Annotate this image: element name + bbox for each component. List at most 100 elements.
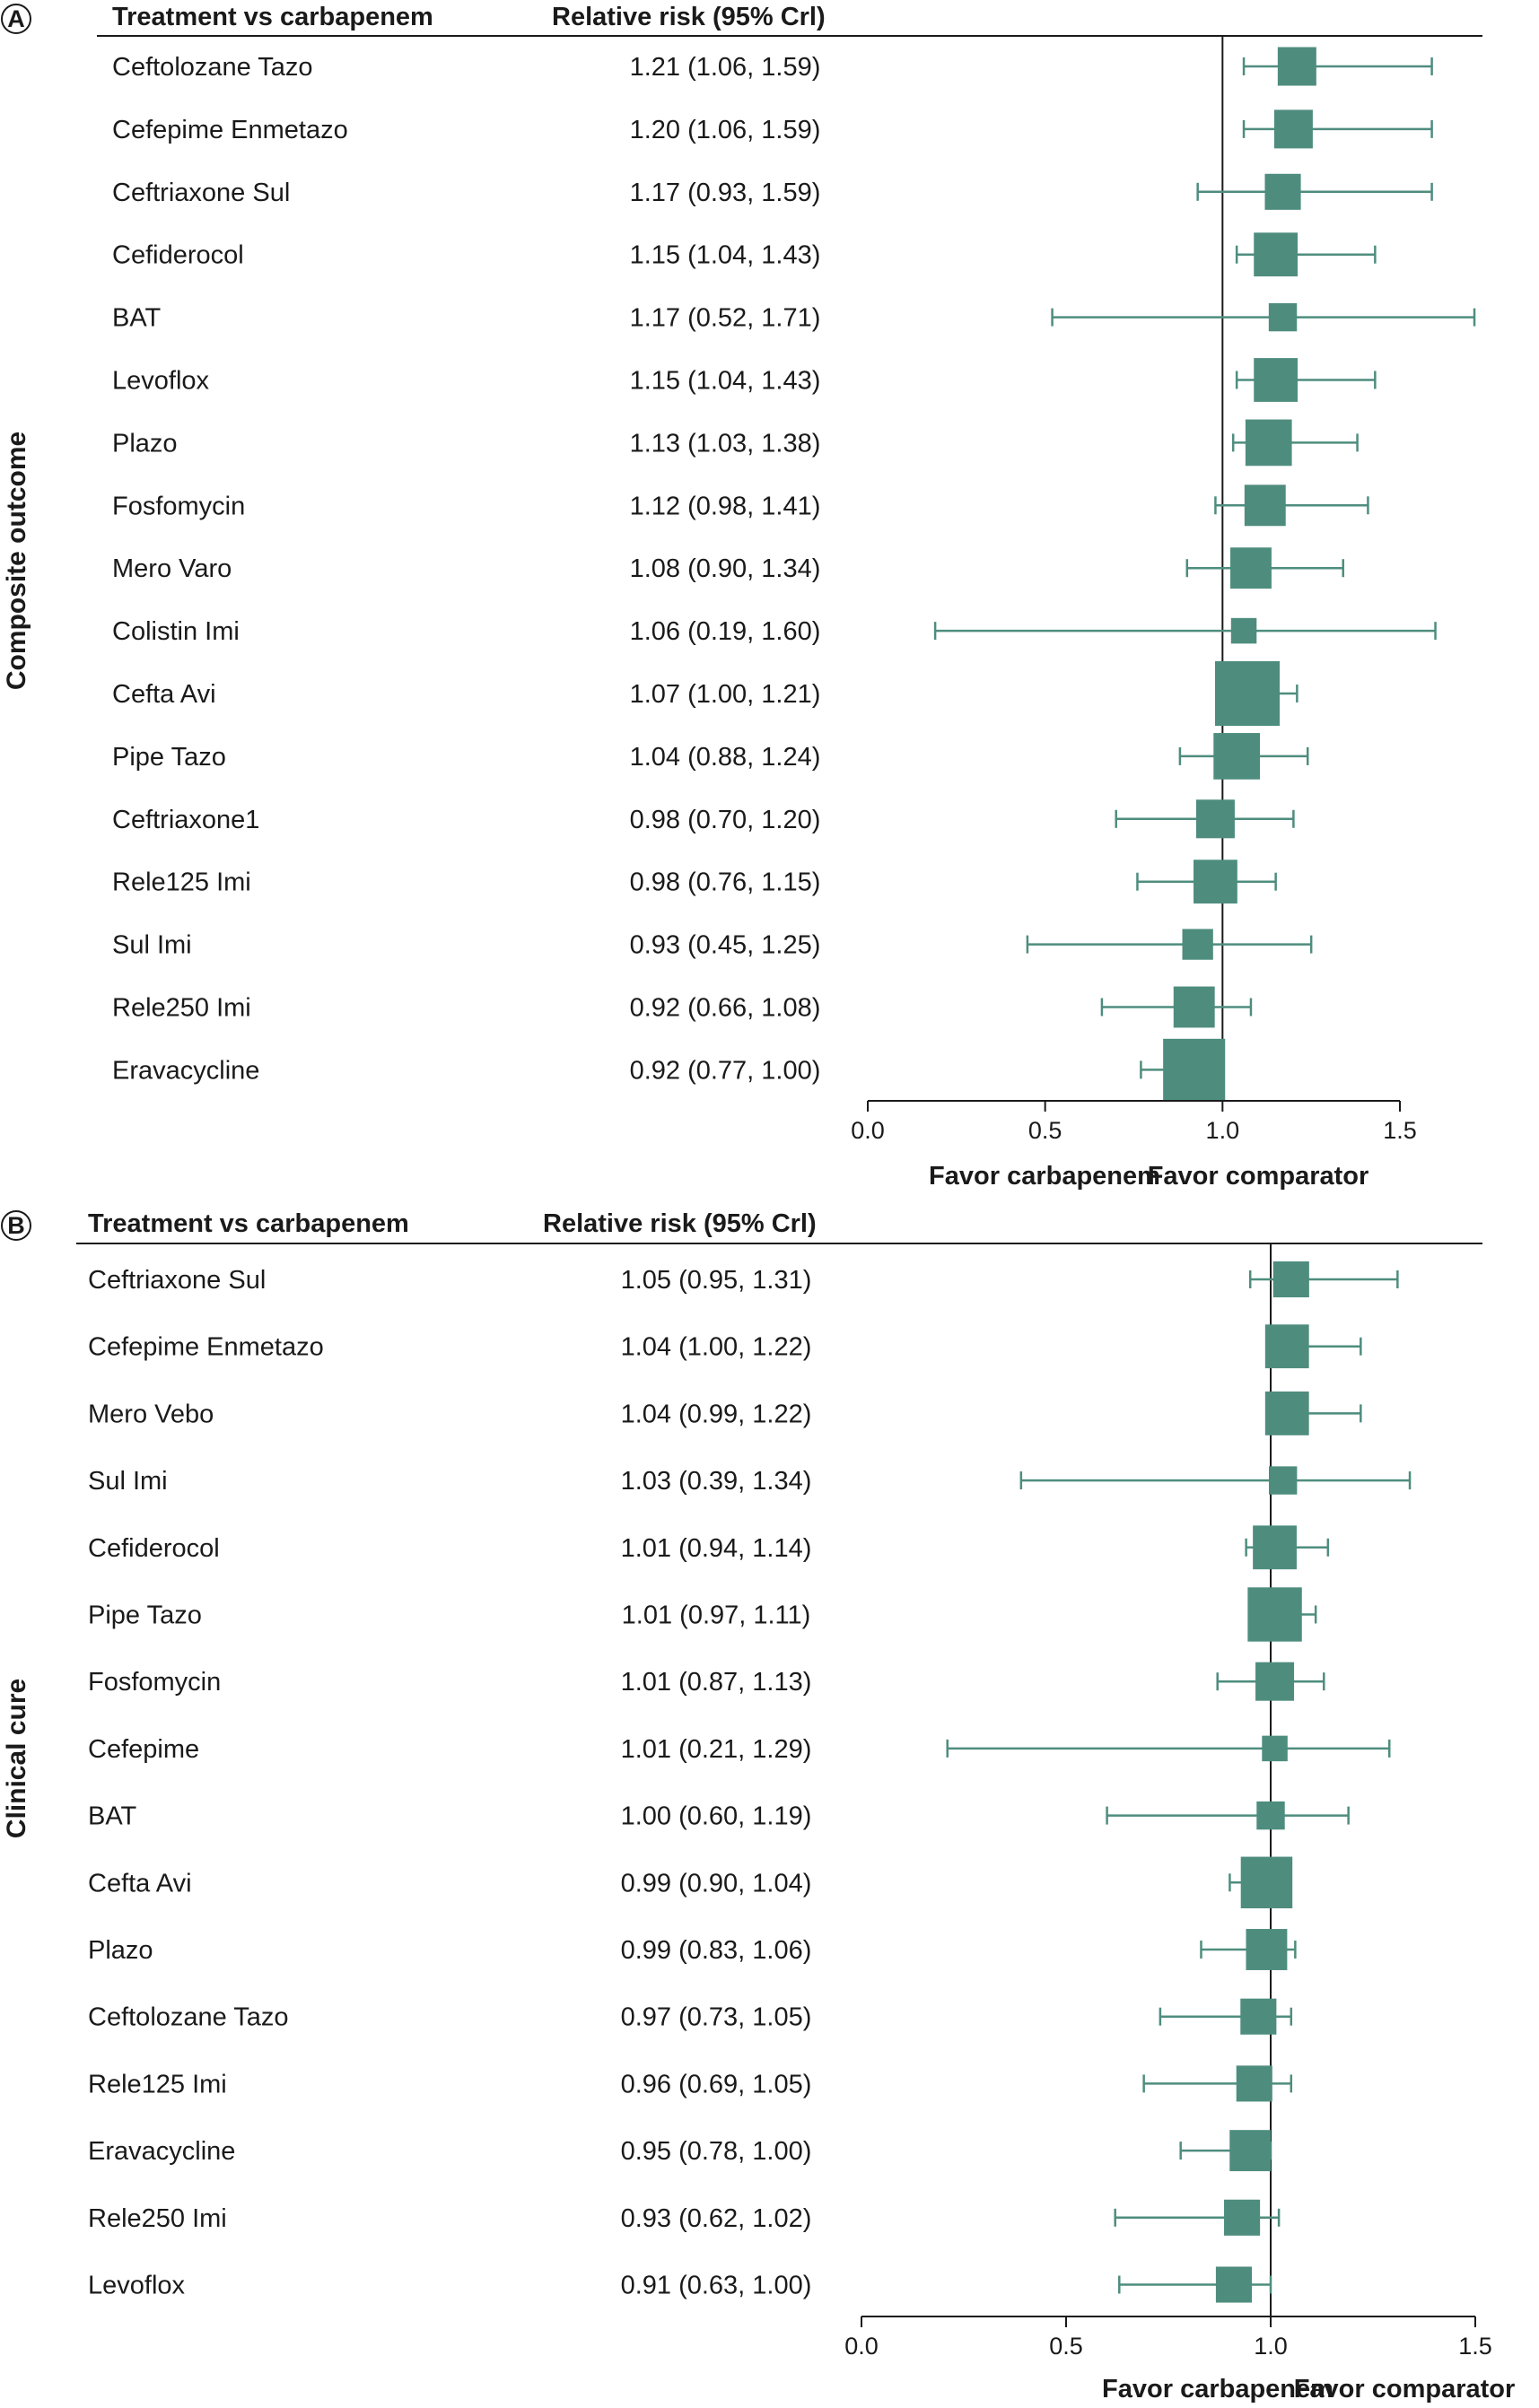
point-estimate-marker — [1163, 1038, 1226, 1101]
forest-plot-a-svg: A Treatment vs carbapenem Relative risk (9… — [1, 3, 1482, 1191]
row-treatment-name: Cefta Avi — [88, 1869, 192, 1898]
favor-right-label: Favor comparator — [1294, 2375, 1516, 2404]
row-treatment-name: Pipe Tazo — [88, 1601, 202, 1630]
point-estimate-marker — [1264, 1324, 1309, 1369]
point-estimate-marker — [1224, 2199, 1261, 2236]
panel-letter-circle — [1, 1210, 31, 1241]
row-treatment-name: Ceftolozane Tazo — [112, 53, 313, 82]
x-tick-label: 1.5 — [1383, 1117, 1417, 1144]
point-estimate-marker — [1262, 1735, 1288, 1762]
row-treatment-name: Eravacycline — [88, 2137, 235, 2166]
row-treatment-name: Sul Imi — [112, 931, 192, 960]
point-estimate-marker — [1246, 1929, 1288, 1970]
row-treatment-name: Cefepime — [88, 1735, 199, 1764]
header-treatment: Treatment vs carbapenem — [112, 3, 433, 31]
row-treatment-name: Cefepime Enmetazo — [112, 116, 348, 144]
row-estimate-label: 1.03 (0.39, 1.34) — [621, 1467, 812, 1496]
point-estimate-marker — [1230, 617, 1257, 644]
row-treatment-name: Plazo — [112, 429, 178, 458]
row-estimate-label: 1.01 (0.97, 1.11) — [622, 1601, 811, 1630]
row-estimate-label: 1.04 (0.88, 1.24) — [630, 743, 821, 772]
panel-letter: A — [7, 5, 25, 32]
row-estimate-label: 1.13 (1.03, 1.38) — [630, 429, 821, 458]
point-estimate-marker — [1240, 1856, 1293, 1909]
outcome-label: Composite outcome — [2, 432, 31, 690]
row-estimate-label: 1.05 (0.95, 1.31) — [621, 1266, 812, 1295]
row-treatment-name: Eravacycline — [112, 1056, 259, 1085]
row-estimate-label: 0.92 (0.77, 1.00) — [630, 1056, 821, 1085]
x-tick-label: 1.0 — [1254, 2333, 1288, 2360]
point-estimate-marker — [1268, 302, 1298, 332]
point-estimate-marker — [1195, 799, 1235, 839]
row-estimate-label: 1.17 (0.52, 1.71) — [630, 304, 821, 333]
row-estimate-label: 1.17 (0.93, 1.59) — [630, 179, 821, 207]
row-estimate-label: 0.92 (0.66, 1.08) — [630, 994, 821, 1023]
favor-left-label: Favor carbapenem — [1102, 2375, 1334, 2404]
row-treatment-name: BAT — [112, 304, 162, 333]
row-estimate-label: 0.91 (0.63, 1.00) — [621, 2272, 812, 2300]
point-estimate-marker — [1213, 733, 1260, 780]
point-estimate-marker — [1254, 232, 1299, 277]
header-estimate: Relative risk (95% Crl) — [552, 3, 826, 31]
row-estimate-label: 0.95 (0.78, 1.00) — [621, 2137, 812, 2166]
header-estimate: Relative risk (95% Crl) — [543, 1209, 817, 1238]
row-treatment-name: Ceftriaxone Sul — [88, 1266, 266, 1295]
row-estimate-label: 0.99 (0.83, 1.06) — [621, 1936, 812, 1965]
row-treatment-name: Fosfomycin — [112, 492, 245, 520]
forest-plot-clinical-cure: B Treatment vs carbapenem Relative risk (9… — [0, 1202, 1539, 2408]
row-estimate-label: 1.21 (1.06, 1.59) — [630, 53, 821, 82]
point-estimate-marker — [1264, 173, 1301, 210]
point-estimate-marker — [1256, 1801, 1285, 1830]
forest-plot-composite-outcome: A Treatment vs carbapenem Relative risk (9… — [0, 0, 1539, 1202]
row-estimate-label: 1.15 (1.04, 1.43) — [630, 241, 821, 270]
row-estimate-label: 1.20 (1.06, 1.59) — [630, 116, 821, 144]
favor-left-label: Favor carbapenem — [929, 1162, 1160, 1191]
x-tick-label: 0.0 — [851, 1117, 885, 1144]
point-estimate-marker — [1264, 1392, 1309, 1435]
row-treatment-name: Plazo — [88, 1936, 153, 1965]
point-estimate-marker — [1268, 1466, 1298, 1495]
point-estimate-marker — [1236, 2065, 1272, 2102]
row-estimate-label: 0.99 (0.90, 1.04) — [621, 1869, 812, 1898]
row-treatment-name: BAT — [88, 1802, 137, 1831]
point-estimate-marker — [1247, 1587, 1302, 1642]
row-treatment-name: Mero Vebo — [88, 1400, 214, 1428]
outcome-label: Clinical cure — [2, 1679, 31, 1838]
row-estimate-label: 0.98 (0.76, 1.15) — [630, 868, 821, 897]
point-estimate-marker — [1229, 2130, 1272, 2172]
row-treatment-name: Pipe Tazo — [112, 743, 226, 772]
row-estimate-label: 0.97 (0.73, 1.05) — [621, 2003, 812, 2032]
row-estimate-label: 1.07 (1.00, 1.21) — [630, 680, 821, 709]
row-treatment-name: Sul Imi — [88, 1467, 168, 1496]
point-estimate-marker — [1277, 47, 1316, 86]
x-tick-label: 1.5 — [1458, 2333, 1492, 2360]
panel-letter-circle — [1, 4, 31, 34]
point-estimate-marker — [1230, 547, 1272, 589]
point-estimate-marker — [1273, 109, 1313, 149]
row-treatment-name: Levoflox — [88, 2272, 186, 2300]
row-treatment-name: Ceftolozane Tazo — [88, 2003, 289, 2032]
row-estimate-label: 1.01 (0.94, 1.14) — [621, 1534, 812, 1563]
point-estimate-marker — [1194, 859, 1237, 904]
row-treatment-name: Cefta Avi — [112, 680, 216, 709]
x-tick-label: 1.0 — [1206, 1117, 1240, 1144]
point-estimate-marker — [1173, 986, 1215, 1028]
row-estimate-label: 1.12 (0.98, 1.41) — [630, 492, 821, 520]
row-treatment-name: Rele250 Imi — [88, 2204, 227, 2233]
panel-letter: B — [7, 1212, 25, 1239]
row-treatment-name: Ceftriaxone1 — [112, 806, 259, 834]
row-estimate-label: 1.08 (0.90, 1.34) — [630, 554, 821, 583]
row-treatment-name: Fosfomycin — [88, 1668, 221, 1697]
point-estimate-marker — [1253, 1525, 1297, 1570]
point-estimate-marker — [1255, 1662, 1295, 1701]
point-estimate-marker — [1254, 358, 1299, 402]
favor-right-label: Favor comparator — [1148, 1162, 1369, 1191]
point-estimate-marker — [1272, 1261, 1309, 1298]
row-estimate-label: 0.98 (0.70, 1.20) — [630, 806, 821, 834]
row-treatment-name: Rele125 Imi — [88, 2070, 227, 2098]
row-estimate-label: 1.01 (0.21, 1.29) — [621, 1735, 812, 1764]
row-estimate-label: 0.93 (0.45, 1.25) — [630, 931, 821, 960]
row-estimate-label: 1.01 (0.87, 1.13) — [621, 1668, 812, 1697]
row-estimate-label: 1.04 (1.00, 1.22) — [621, 1333, 812, 1362]
row-treatment-name: Cefepime Enmetazo — [88, 1333, 324, 1362]
